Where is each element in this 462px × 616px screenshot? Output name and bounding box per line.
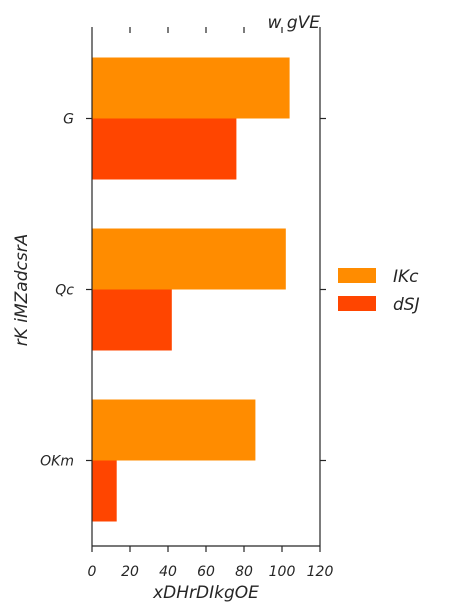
bar-IKc-G — [92, 57, 290, 119]
x-tick-label-0: 0 — [88, 564, 97, 580]
bar-dSJ-OKm — [92, 460, 117, 522]
bar-dSJ-G — [92, 118, 237, 180]
y-axis-label: rK iMZadcsrA — [12, 234, 32, 347]
legend-swatch-IKc — [338, 268, 376, 283]
bar-IKc-OKm — [92, 399, 256, 461]
y-tick-label-Qc: Qc — [55, 283, 74, 299]
legend-swatch-dSJ — [338, 296, 376, 311]
legend: IKc dSJ — [338, 267, 420, 315]
x-tick-label-120: 120 — [307, 564, 334, 580]
bars-group — [92, 57, 290, 522]
x-tick-label-60: 60 — [197, 564, 215, 580]
x-tick-label-80: 80 — [235, 564, 253, 580]
x-tick-label-100: 100 — [269, 564, 296, 580]
legend-label-dSJ: dSJ — [393, 295, 420, 315]
x-tick-label-40: 40 — [159, 564, 177, 580]
y-tick-label-G: G — [63, 112, 74, 128]
x-tick-label-20: 20 — [121, 564, 139, 580]
y-tick-label-OKm: OKm — [40, 454, 74, 470]
bar-dSJ-Qc — [92, 289, 172, 351]
legend-label-IKc: IKc — [393, 267, 419, 287]
x-axis-label: xDHrDIkgOE — [152, 583, 259, 603]
ticks-group: 0 20 40 60 80 100 120 G Qc OKm — [40, 27, 333, 580]
bar-IKc-Qc — [92, 228, 286, 290]
chart-title: w gVE — [268, 13, 321, 33]
